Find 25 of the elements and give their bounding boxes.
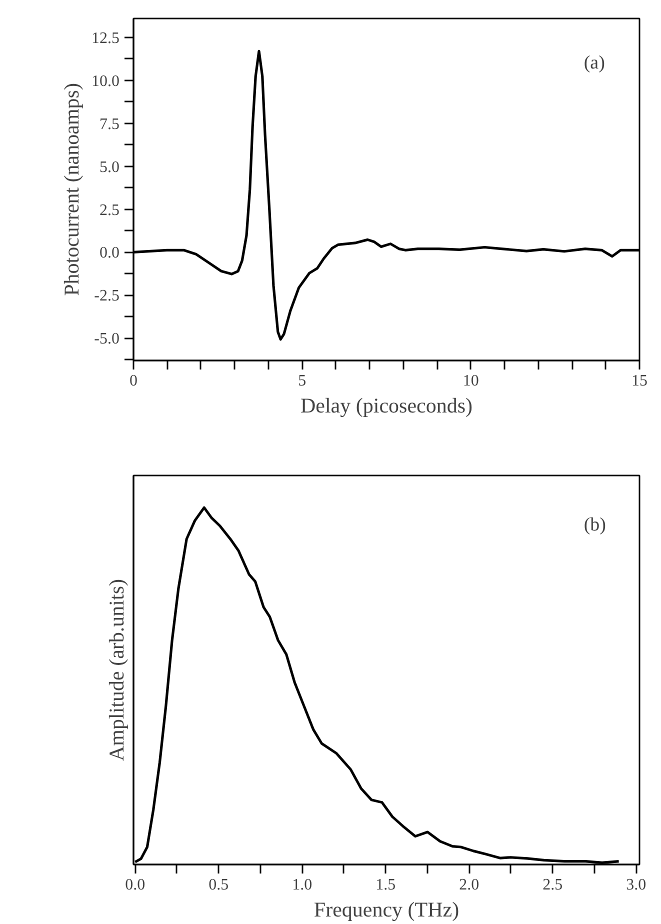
y-tick-label: 0.0 (100, 244, 120, 262)
y-tick-label: 2.5 (100, 202, 120, 219)
x-tick-label: 5 (298, 372, 306, 390)
y-tick-label: 7.5 (100, 116, 120, 133)
y-tick-label: -5.0 (94, 330, 120, 348)
x-tick-label: 1.5 (376, 876, 396, 894)
x-tick-label: 1.0 (292, 876, 312, 894)
y-tick-label: 10.0 (92, 72, 120, 90)
x-tick-label: 0.0 (125, 876, 146, 894)
x-axis-title: Delay (picoseconds) (300, 394, 473, 418)
x-tick-label: 2.5 (542, 876, 563, 894)
x-tick-label: 2.0 (459, 876, 480, 894)
annotation: (a) (584, 52, 605, 74)
annotation: (b) (584, 514, 606, 536)
y-tick-label: 12.5 (92, 30, 120, 47)
x-tick-label: 0 (130, 372, 138, 390)
x-tick-label: 0.5 (208, 876, 229, 894)
y-tick-label: -2.5 (94, 288, 120, 305)
y-axis-title: Amplitude (arb.units) (104, 579, 128, 761)
x-tick-label: 3.0 (626, 876, 646, 894)
x-axis-title: Frequency (THz) (314, 898, 460, 922)
y-axis-title: Photocurrent (nanoamps) (60, 83, 84, 296)
x-tick-label: 10 (462, 372, 479, 390)
y-tick-label: 5.0 (100, 158, 120, 176)
x-tick-label: 15 (632, 372, 648, 390)
